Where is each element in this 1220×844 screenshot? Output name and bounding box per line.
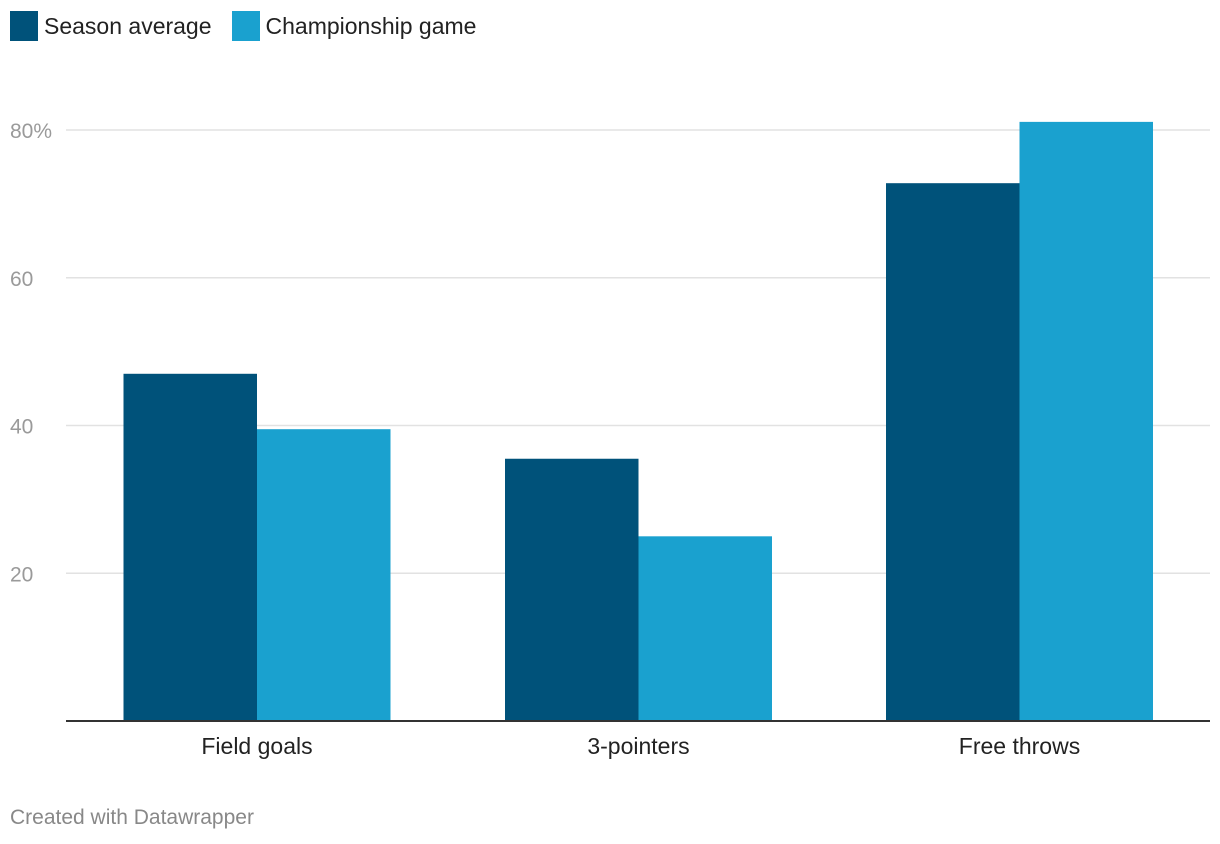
x-tick-label: Free throws: [959, 733, 1080, 759]
y-tick-label: 80%: [10, 120, 52, 143]
x-tick-label: 3-pointers: [587, 733, 689, 759]
legend-swatch-season-average: [10, 11, 38, 41]
bar-season-average: [505, 458, 639, 721]
bar-championship-game: [638, 536, 772, 721]
legend-swatch-championship-game: [231, 11, 260, 41]
bar-season-average: [886, 183, 1020, 721]
bar-championship-game: [1019, 121, 1153, 721]
legend-item-season-average: Season average: [10, 11, 212, 41]
legend-label-season-average: Season average: [44, 12, 212, 39]
x-tick-label: Field goals: [201, 733, 312, 759]
chart-legend: Season average Championship game: [10, 11, 496, 41]
y-tick-label: 40: [10, 416, 33, 439]
legend-label-championship-game: Championship game: [265, 12, 477, 39]
y-tick-label: 60: [10, 268, 33, 291]
legend-item-championship-game: Championship game: [231, 11, 477, 41]
bar-championship-game: [257, 429, 391, 721]
bar-season-average: [123, 373, 257, 721]
footer-credit: Created with Datawrapper: [10, 806, 254, 829]
y-tick-label: 20: [10, 563, 33, 586]
